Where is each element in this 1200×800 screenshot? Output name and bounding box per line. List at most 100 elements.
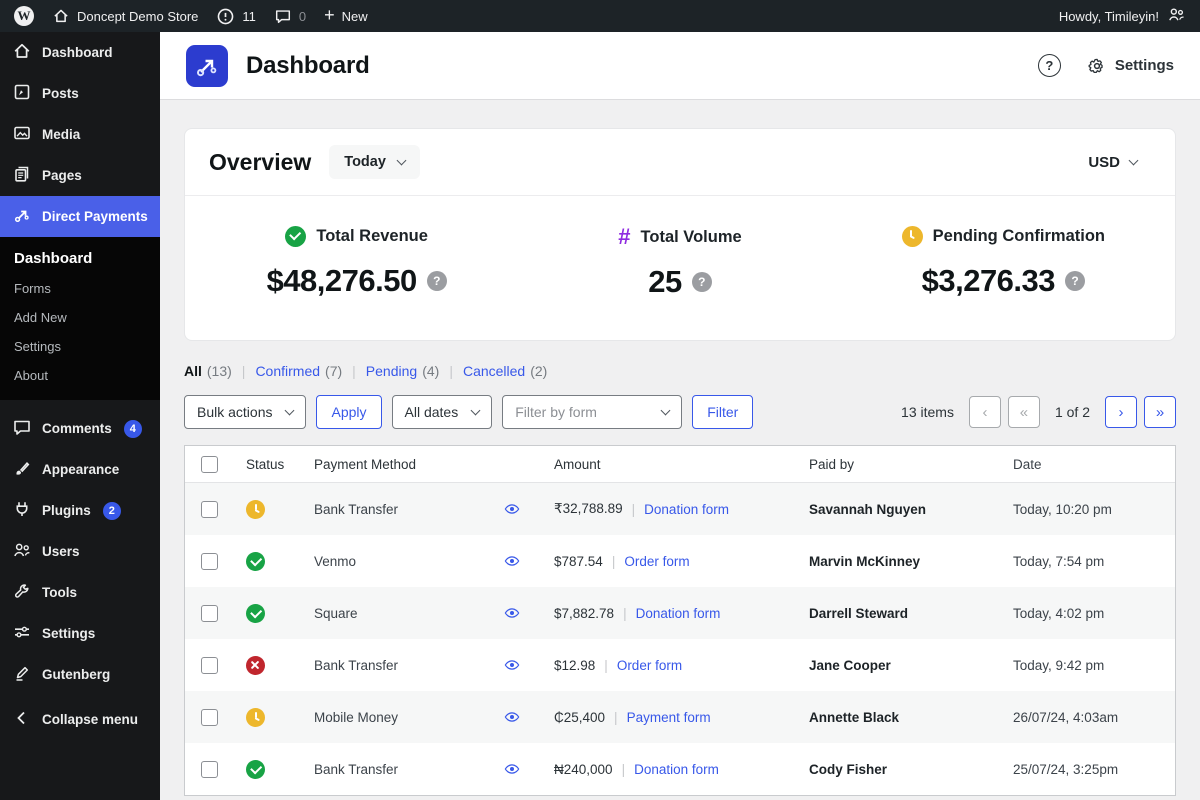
sidebar-item-direct-payments[interactable]: Direct Payments <box>0 196 160 237</box>
view-label: All <box>184 363 202 379</box>
comments-indicator[interactable]: 0 <box>274 7 306 25</box>
column-header-amount: Amount <box>554 456 601 472</box>
payment-method: Mobile Money <box>314 709 399 725</box>
view-all[interactable]: All (13) <box>184 363 232 379</box>
visit-site-link[interactable]: Doncept Demo Store <box>52 7 198 25</box>
brush-icon <box>12 458 32 481</box>
settings-label: Settings <box>1114 57 1174 74</box>
amount: ₹32,788.89 <box>554 501 623 516</box>
new-content-button[interactable]: New <box>324 8 368 24</box>
form-filter-select[interactable]: Filter by form <box>502 395 683 429</box>
sidebar-item-appearance[interactable]: Appearance <box>0 449 160 490</box>
tooltip-icon[interactable] <box>691 272 712 292</box>
preview-eye-icon[interactable] <box>504 605 520 621</box>
hash-icon <box>618 226 630 248</box>
submenu-item-dashboard[interactable]: Dashboard <box>14 250 93 267</box>
updates-indicator[interactable]: 11 <box>216 7 256 26</box>
paid-by: Darrell Steward <box>809 605 909 621</box>
sidebar-item-label: Tools <box>42 585 77 600</box>
sidebar-item-media[interactable]: Media <box>0 114 160 155</box>
last-page-button[interactable]: » <box>1144 396 1176 428</box>
sidebar-item-posts[interactable]: Posts <box>0 73 160 114</box>
sidebar-item-settings[interactable]: Settings <box>0 613 160 654</box>
overview-title: Overview <box>209 148 312 175</box>
sidebar-item-label: Pages <box>42 168 82 183</box>
submenu-item-forms[interactable]: Forms <box>14 281 51 296</box>
sidebar-item-gutenberg[interactable]: Gutenberg <box>0 654 160 695</box>
filter-button[interactable]: Filter <box>692 395 754 429</box>
pagination: 13 items ‹ « 1 of 2 › » <box>901 396 1176 428</box>
separator <box>232 363 256 379</box>
payment-method: Square <box>314 605 358 621</box>
header-settings-button[interactable]: Settings <box>1087 56 1174 76</box>
row-checkbox[interactable] <box>201 604 218 622</box>
form-link[interactable]: Order form <box>624 553 690 569</box>
chevron-down-icon <box>1128 155 1139 166</box>
preview-eye-icon[interactable] <box>504 709 520 725</box>
table-row: Venmo $787.54 Order form Marvin McKinney… <box>185 535 1175 587</box>
sidebar-item-dashboard[interactable]: Dashboard <box>0 32 160 73</box>
payment-method: Venmo <box>314 553 357 569</box>
separator <box>613 762 635 777</box>
view-cancelled[interactable]: Cancelled (2) <box>463 363 547 379</box>
account-menu[interactable]: Howdy, Timileyin! <box>1059 5 1186 27</box>
sidebar-item-pages[interactable]: Pages <box>0 155 160 196</box>
sidebar-item-tools[interactable]: Tools <box>0 572 160 613</box>
select-all-checkbox[interactable] <box>201 455 218 473</box>
payment-method: Bank Transfer <box>314 501 399 517</box>
form-link[interactable]: Donation form <box>644 501 729 517</box>
next-page-button[interactable]: › <box>1105 396 1137 428</box>
view-pending[interactable]: Pending (4) <box>366 363 440 379</box>
dates-filter-select[interactable]: All dates <box>391 395 493 429</box>
amount: $787.54 <box>554 553 603 569</box>
payment-date: Today, 9:42 pm <box>1013 657 1105 673</box>
row-checkbox[interactable] <box>201 500 218 518</box>
apply-button[interactable]: Apply <box>316 395 382 429</box>
form-link[interactable]: Donation form <box>635 605 721 621</box>
plus-icon <box>324 6 335 24</box>
period-select[interactable]: Today <box>329 145 420 179</box>
stat-label: Total Revenue <box>316 227 428 245</box>
status-icon <box>246 759 265 779</box>
preview-eye-icon[interactable] <box>504 501 520 517</box>
collapse-menu-button[interactable]: Collapse menu <box>0 699 160 740</box>
home-icon <box>52 7 70 25</box>
wordpress-logo-icon[interactable] <box>14 6 34 26</box>
sidebar-item-comments[interactable]: Comments 4 <box>0 408 160 449</box>
prev-page-button[interactable]: ‹ <box>968 396 1001 428</box>
direct-payments-submenu: Dashboard Forms Add New Settings About <box>0 237 160 400</box>
submenu-item-add-new[interactable]: Add New <box>14 310 67 325</box>
view-label: Pending <box>365 363 418 379</box>
separator <box>605 710 627 725</box>
tooltip-icon[interactable] <box>426 271 447 291</box>
stat-value: $48,276.50 <box>266 263 418 298</box>
row-checkbox[interactable] <box>201 656 218 674</box>
submenu-item-about[interactable]: About <box>14 368 48 383</box>
preview-eye-icon[interactable] <box>504 553 520 569</box>
status-icon <box>246 707 265 727</box>
bulk-actions-select[interactable]: Bulk actions <box>184 395 307 429</box>
form-link[interactable]: Donation form <box>634 761 719 777</box>
row-checkbox[interactable] <box>201 760 218 778</box>
wp-admin-bar: Doncept Demo Store 11 0 New Howdy, Timil… <box>0 0 1200 32</box>
table-header-row: Status Payment Method Amount Paid by Dat… <box>185 446 1175 483</box>
currency-select[interactable]: USD <box>1088 154 1151 171</box>
sidebar-item-plugins[interactable]: Plugins 2 <box>0 490 160 531</box>
form-link[interactable]: Payment form <box>626 709 711 725</box>
preview-eye-icon[interactable] <box>504 761 520 777</box>
first-page-button[interactable]: « <box>1007 396 1040 428</box>
stat-pending-confirmation: Pending Confirmation $3,276.33 <box>842 226 1165 300</box>
help-icon[interactable] <box>1037 54 1061 77</box>
amount: ₦240,000 <box>554 761 613 777</box>
tooltip-icon[interactable] <box>1065 271 1086 291</box>
payment-date: Today, 4:02 pm <box>1013 605 1105 621</box>
submenu-item-settings[interactable]: Settings <box>14 339 61 354</box>
sidebar-item-users[interactable]: Users <box>0 531 160 572</box>
view-count: (4) <box>422 363 440 379</box>
view-confirmed[interactable]: Confirmed (7) <box>255 363 342 379</box>
form-link[interactable]: Order form <box>616 657 683 673</box>
stat-value: $3,276.33 <box>921 263 1056 298</box>
row-checkbox[interactable] <box>201 552 218 570</box>
preview-eye-icon[interactable] <box>504 657 520 673</box>
row-checkbox[interactable] <box>201 708 218 726</box>
